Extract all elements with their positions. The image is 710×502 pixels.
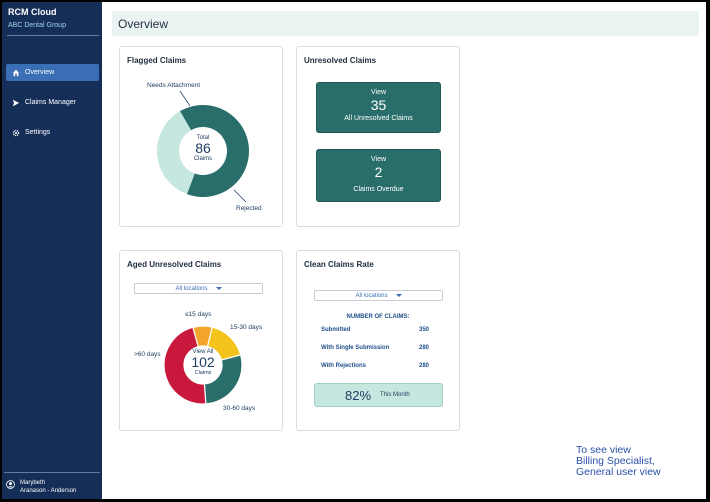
note-line: To see view <box>576 444 631 456</box>
view-note: To see view Billing Specialist, General … <box>576 445 661 478</box>
chevron-down-icon <box>395 294 402 297</box>
view-overdue-claims-button[interactable]: View 2 Claims Overdue <box>316 149 441 202</box>
clean-rate-value: 82% <box>345 387 372 403</box>
clean-rate-period: This Month <box>380 392 410 398</box>
sidebar-item-label: Claims Manager <box>25 99 76 106</box>
note-line: General user view <box>576 466 661 478</box>
user-icon <box>6 480 15 489</box>
claims-count-heading: NUMBER OF CLAIMS: <box>346 314 410 320</box>
sidebar-item-overview[interactable]: Overview <box>6 64 99 81</box>
stat-value: 280 <box>419 345 430 351</box>
donut-segment[interactable] <box>163 326 207 405</box>
card-title: Flagged Claims <box>127 56 187 65</box>
donut-segment[interactable] <box>157 111 195 195</box>
card-title: Clean Claims Rate <box>304 260 374 269</box>
total-label: Total <box>196 135 210 141</box>
segment-label: Rejected <box>236 205 262 212</box>
sidebar-item-settings[interactable]: Settings <box>6 124 99 141</box>
segment-label: >60 days <box>134 351 161 358</box>
brand-name: RCM Cloud <box>8 7 57 17</box>
stat-value: 280 <box>419 363 430 369</box>
total-unit: Claims <box>194 370 212 376</box>
clean-rate-badge: 82% This Month <box>314 383 443 407</box>
donut-center: Total 86 Claims <box>163 135 243 162</box>
button-view-label: View <box>370 89 387 96</box>
stat-label: With Rejections <box>321 363 366 369</box>
stat-label: With Single Submission <box>321 345 390 351</box>
donut-segment[interactable] <box>180 105 249 197</box>
dropdown-value: All locations <box>355 292 388 299</box>
button-caption: All Unresolved Claims <box>344 115 413 122</box>
user-last-name: Aranason - Anderson <box>20 488 77 494</box>
view-all-unresolved-button[interactable]: View 35 All Unresolved Claims <box>316 82 441 133</box>
sidebar-item-label: Overview <box>25 69 55 76</box>
button-view-label: View <box>370 156 387 163</box>
segment-label: ≤15 days <box>185 311 212 318</box>
location-dropdown[interactable]: All locations <box>314 290 443 301</box>
location-dropdown[interactable]: All locations <box>134 283 263 294</box>
button-caption: Claims Overdue <box>353 186 404 193</box>
segment-label: 15-30 days <box>230 324 263 331</box>
stat-value: 350 <box>419 327 430 333</box>
total-value: 102 <box>191 354 215 370</box>
organization-name: ABC Dental Group <box>8 22 66 29</box>
send-icon <box>11 98 20 107</box>
button-count: 35 <box>370 97 387 113</box>
segment-label: 30-60 days <box>223 405 256 412</box>
dropdown-value: All locations <box>175 285 208 292</box>
note-line: Billing Specialist, <box>576 455 655 467</box>
card-title: Unresolved Claims <box>304 56 377 65</box>
donut-center[interactable]: View All 102 Claims <box>178 349 228 376</box>
total-value: 86 <box>195 140 211 156</box>
leader-line <box>179 90 191 107</box>
chevron-down-icon <box>215 287 222 290</box>
card-title: Aged Unresolved Claims <box>127 260 222 269</box>
home-icon <box>11 68 20 77</box>
leader-line <box>233 189 247 203</box>
page-title: Overview <box>118 16 169 31</box>
view-all-link[interactable]: View All <box>192 349 214 355</box>
user-profile[interactable]: Marybeth Aranason - Anderson <box>6 479 76 495</box>
divider <box>4 472 100 473</box>
user-first-name: Marybeth <box>20 480 46 486</box>
sidebar-item-label: Settings <box>25 129 51 136</box>
segment-label: Needs Attachment <box>147 82 201 89</box>
divider <box>7 35 99 36</box>
sidebar: RCM Cloud ABC Dental Group Overview Clai… <box>2 2 102 499</box>
page-header: Overview <box>112 11 699 36</box>
sidebar-item-claims-manager[interactable]: Claims Manager <box>6 94 99 111</box>
stat-label: Submitted <box>321 327 351 333</box>
gear-icon <box>11 128 20 137</box>
button-count: 2 <box>374 164 383 180</box>
flagged-claims-donut[interactable] <box>152 100 254 202</box>
aged-claims-donut[interactable] <box>163 325 243 405</box>
total-unit: Claims <box>193 156 213 162</box>
